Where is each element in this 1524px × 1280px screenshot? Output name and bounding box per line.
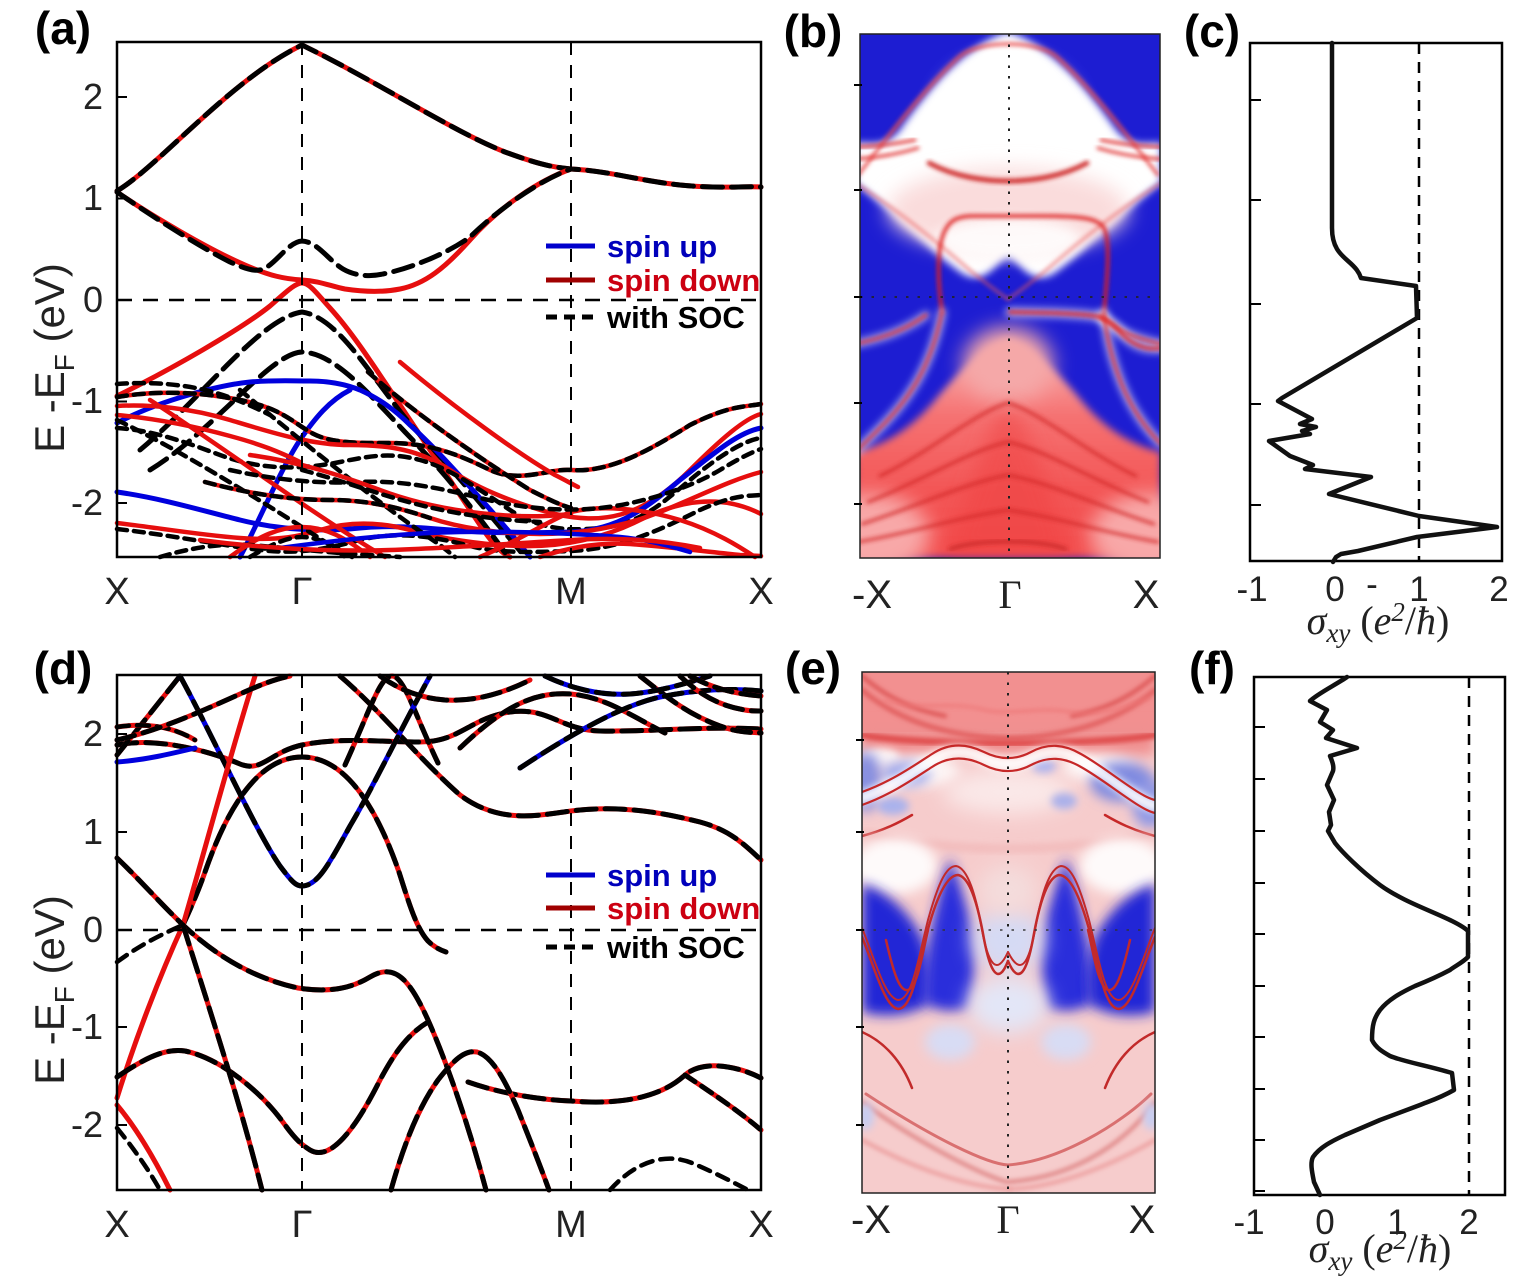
svg-text:spin down: spin down <box>607 891 760 926</box>
svg-text:X: X <box>1129 1198 1156 1242</box>
svg-text:Γ: Γ <box>292 571 313 613</box>
svg-text:(a): (a) <box>35 2 91 54</box>
svg-text:0: 0 <box>83 909 103 950</box>
svg-text:-2: -2 <box>71 482 103 523</box>
svg-text:with SOC: with SOC <box>606 930 745 965</box>
svg-text:with SOC: with SOC <box>606 300 745 335</box>
svg-text:-: - <box>1366 565 1378 604</box>
svg-text:1: 1 <box>1387 1203 1406 1242</box>
svg-text:-X: -X <box>852 573 892 617</box>
svg-text:M: M <box>555 571 587 613</box>
svg-text:-2: -2 <box>71 1104 103 1145</box>
svg-text:-1: -1 <box>71 1006 103 1047</box>
svg-text:M: M <box>555 1204 587 1246</box>
svg-text:-X: -X <box>851 1198 891 1242</box>
svg-text:-1: -1 <box>1236 570 1267 609</box>
svg-text:-1: -1 <box>71 380 103 421</box>
svg-text:0: 0 <box>1325 570 1344 609</box>
svg-text:X: X <box>1133 573 1160 617</box>
svg-text:1: 1 <box>83 811 103 852</box>
svg-text:2: 2 <box>1459 1203 1478 1242</box>
svg-text:spin down: spin down <box>607 263 760 298</box>
svg-text:0: 0 <box>83 279 103 320</box>
svg-text:X: X <box>104 571 129 613</box>
svg-text:(d): (d) <box>34 642 93 694</box>
svg-text:Γ: Γ <box>996 1197 1019 1242</box>
svg-text:1: 1 <box>83 177 103 218</box>
svg-text:0: 0 <box>1315 1203 1334 1242</box>
svg-text:2: 2 <box>83 76 103 117</box>
svg-text:σxy (e2/ħ): σxy (e2/ħ) <box>1307 597 1450 648</box>
svg-text:spin up: spin up <box>607 858 717 893</box>
svg-text:Γ: Γ <box>998 572 1021 617</box>
svg-text:2: 2 <box>1489 570 1508 609</box>
svg-text:2: 2 <box>83 713 103 754</box>
svg-text:1: 1 <box>1409 570 1428 609</box>
svg-text:spin up: spin up <box>607 229 717 264</box>
svg-text:X: X <box>748 571 773 613</box>
svg-text:X: X <box>104 1204 129 1246</box>
svg-text:Γ: Γ <box>292 1204 313 1246</box>
svg-text:(e): (e) <box>785 642 841 694</box>
svg-text:-1: -1 <box>1233 1203 1264 1242</box>
svg-text:(f): (f) <box>1189 642 1235 694</box>
svg-text:X: X <box>748 1204 773 1246</box>
svg-text:(b): (b) <box>784 5 843 57</box>
svg-text:(c): (c) <box>1184 5 1240 57</box>
